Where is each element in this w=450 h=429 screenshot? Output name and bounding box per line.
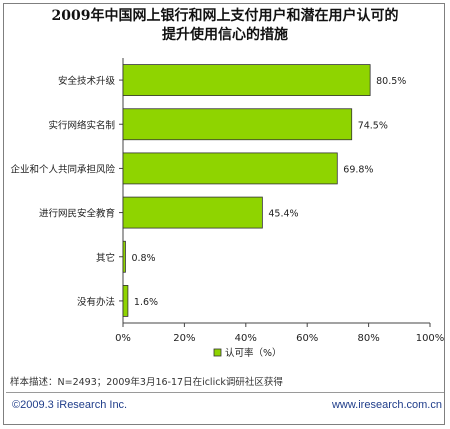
bar [122,108,353,141]
bar [122,196,263,229]
category-label: 进行网民安全教育 [39,208,115,220]
x-tick-label: 80% [357,333,379,344]
chart-title: 2009年中国网上银行和网上支付用户和潜在用户认可的 提升使用信心的措施 [0,7,450,45]
x-tick-label: 60% [296,333,318,344]
bar-value-label: 1.6% [134,297,158,308]
legend-swatch [213,348,222,357]
bar-value-label: 69.8% [343,164,373,175]
bar-value-label: 45.4% [268,209,298,220]
category-label: 实行网络实名制 [48,119,115,131]
footer-divider [6,392,444,393]
chart-title-line-2: 提升使用信心的措施 [162,27,288,43]
bar [122,285,129,317]
sample-note: 样本描述：N=2493；2009年3月16-17日在iclick调研社区获得 [10,377,283,388]
category-label: 企业和个人共同承担风险 [10,163,115,175]
bar-value-label: 0.8% [131,253,155,264]
x-tick-label: 20% [173,333,195,344]
bar-chart: 0% 20% 40% 60% 80% 100% 安全技术升级 80.5% 实行网络实名制 74.5… [10,58,445,359]
category-label: 其它 [96,252,115,264]
copyright-text: ©2009.3 iResearch Inc. [12,399,128,411]
category-label: 安全技术升级 [58,75,116,87]
bar [122,64,371,96]
legend-label: 认可率（%） [225,347,282,359]
bar [122,240,126,273]
chart-title-line-1: 2009年中国网上银行和网上支付用户和潜在用户认可的 [51,8,399,24]
bar-value-label: 74.5% [358,120,388,131]
website-url: www.iresearch.com.cn [331,399,442,411]
x-tick-label: 0% [115,333,131,344]
category-label: 没有办法 [77,296,115,308]
bar [122,152,338,185]
x-tick-label: 100% [416,333,445,344]
bar-value-label: 80.5% [376,76,406,87]
x-tick-label: 40% [235,333,257,344]
